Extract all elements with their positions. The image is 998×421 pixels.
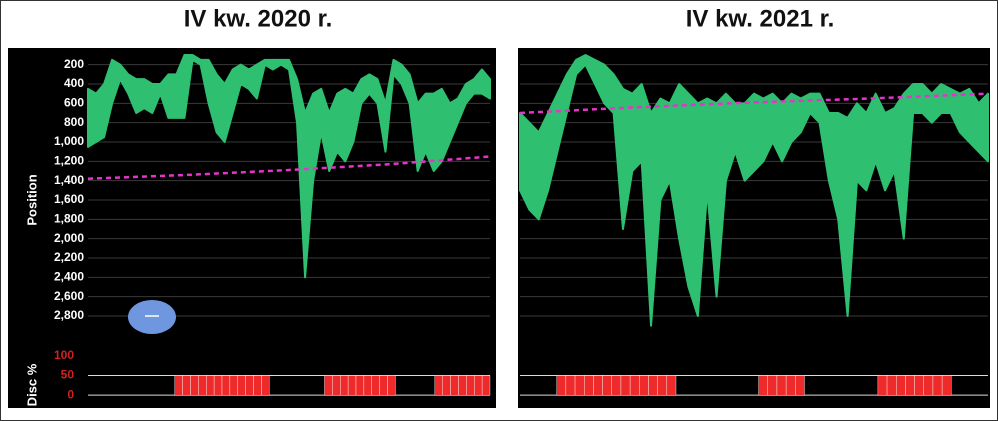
disc-axis-label: Disc % — [24, 363, 39, 406]
y-tick-label: 200 — [64, 57, 84, 71]
y-tick-label: 1,200 — [54, 154, 84, 168]
disc-bar — [877, 375, 888, 396]
y-tick-label: 1,600 — [54, 192, 84, 206]
chart-title: IV kw. 2021 r. — [686, 5, 835, 32]
disc-bar — [565, 375, 576, 396]
disc-bar — [434, 375, 443, 396]
marks: 200 400 600 800 1,000 1,200 1,400 1,600 1,800 2,0… — [54, 54, 989, 401]
disc-tick-label: 50 — [61, 368, 75, 382]
disc-bar — [896, 375, 906, 396]
disc-bar — [363, 375, 372, 396]
disc-tick-label: 0 — [67, 387, 74, 401]
disc-bar — [387, 375, 396, 396]
disc-bar — [450, 375, 459, 396]
disc-bar — [556, 375, 567, 396]
disc-bar — [941, 375, 952, 396]
y-tick-label: 2,200 — [54, 250, 84, 264]
disc-bar — [758, 375, 768, 396]
disc-bar — [347, 375, 357, 396]
y-axis-label: Position — [24, 174, 39, 225]
y-tick-label: 800 — [64, 115, 84, 129]
y-tick-label: 2,800 — [54, 308, 84, 322]
y-tick-label: 600 — [64, 96, 84, 110]
y-tick-label: 400 — [64, 76, 84, 90]
disc-bar — [574, 375, 585, 396]
disc-bar — [190, 375, 199, 396]
overlay-button[interactable] — [128, 300, 176, 334]
disc-bar — [584, 375, 594, 396]
disc-bar — [620, 375, 631, 396]
disc-bar — [340, 375, 349, 396]
disc-bar — [666, 375, 677, 396]
disc-bar — [442, 375, 451, 396]
disc-bar — [379, 375, 388, 396]
trend-line — [519, 92, 989, 115]
disc-bar — [245, 375, 254, 396]
chart-title: IV kw. 2020 r. — [184, 5, 333, 32]
disc-bar — [932, 375, 943, 396]
disc-bar — [611, 375, 622, 396]
disc-bar — [371, 375, 380, 396]
y-tick-label: 1,400 — [54, 173, 84, 187]
disc-bar — [629, 375, 640, 396]
disc-bar — [221, 375, 231, 396]
disc-bar — [905, 375, 915, 396]
y-tick-label: 2,600 — [54, 289, 84, 303]
disc-bar — [237, 375, 246, 396]
trend-line — [87, 155, 491, 180]
disc-bar — [182, 375, 191, 396]
button-circle[interactable] — [128, 300, 176, 334]
disc-bar — [466, 375, 475, 396]
disc-bar — [886, 375, 897, 396]
y-tick-label: 1,800 — [54, 212, 84, 226]
disc-bar — [776, 375, 787, 396]
disc-bar — [795, 375, 805, 396]
y-tick-label: 1,000 — [54, 134, 84, 148]
range-band — [519, 54, 989, 327]
disc-bar — [639, 375, 649, 396]
disc-bar — [474, 375, 483, 396]
disc-bar — [602, 375, 612, 396]
disc-bar — [324, 375, 333, 396]
disc-bar — [481, 375, 491, 396]
range-band — [87, 54, 491, 279]
disc-bar — [213, 375, 223, 396]
disc-bar — [785, 375, 796, 396]
disc-bar — [198, 375, 207, 396]
disc-bar — [923, 375, 934, 396]
disc-bar — [648, 375, 658, 396]
disc-bar — [174, 375, 183, 396]
disc-bar — [657, 375, 668, 396]
disc-tick-label: 100 — [54, 348, 74, 362]
disc-bar — [332, 375, 341, 396]
disc-bar — [261, 375, 270, 396]
disc-bar — [229, 375, 238, 396]
disc-bar — [767, 375, 778, 396]
disc-bar — [206, 375, 215, 396]
disc-bar — [253, 375, 262, 396]
disc-bar — [355, 375, 365, 396]
y-tick-label: 2,000 — [54, 231, 84, 245]
disc-bar — [914, 375, 924, 396]
disc-bar — [458, 375, 467, 396]
y-tick-label: 2,400 — [54, 270, 84, 284]
disc-bar — [593, 375, 603, 396]
